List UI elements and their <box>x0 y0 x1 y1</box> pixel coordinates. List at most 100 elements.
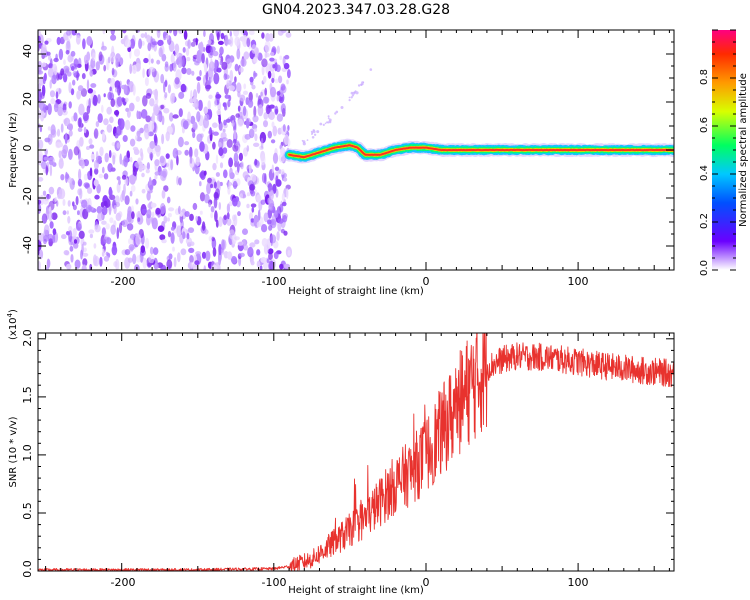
noise-blob <box>226 212 230 220</box>
noise-blob <box>261 58 268 68</box>
noise-blob <box>245 97 249 106</box>
noise-blob <box>169 30 172 34</box>
noise-blob <box>101 227 106 236</box>
noise-blob <box>42 75 46 85</box>
noise-blob <box>267 183 273 192</box>
noise-blob <box>229 36 234 47</box>
noise-blob <box>77 188 82 196</box>
noise-blob <box>89 167 93 177</box>
noise-blob <box>263 112 269 120</box>
noise-blob <box>149 184 154 191</box>
noise-blob <box>231 120 235 127</box>
noise-blob <box>275 179 282 187</box>
noise-blob <box>63 65 70 74</box>
noise-blob <box>124 38 132 49</box>
noise-blob <box>135 198 139 205</box>
noise-blob <box>269 86 277 98</box>
noise-blob <box>68 148 73 160</box>
noise-blob <box>96 183 101 194</box>
noise-blob <box>101 220 107 225</box>
noise-blob <box>234 36 240 47</box>
noise-blob <box>215 94 222 99</box>
noise-blob <box>199 141 205 152</box>
noise-blob <box>139 164 144 169</box>
noise-blob <box>219 46 224 55</box>
noise-blob <box>103 255 110 262</box>
noise-blob <box>102 131 105 141</box>
noise-blob <box>136 136 142 142</box>
colorbar-tick-label: 0.2 <box>699 213 710 229</box>
noise-blob <box>269 104 275 109</box>
noise-blob <box>50 129 57 138</box>
noise-blob <box>236 161 240 173</box>
noise-blob <box>113 261 118 268</box>
noise-blob <box>180 219 184 229</box>
noise-blob <box>107 163 113 173</box>
noise-blob <box>214 59 217 71</box>
noise-blob <box>213 72 220 85</box>
noise-blob <box>210 206 215 213</box>
noise-blob <box>83 126 87 134</box>
faint-branch-point <box>353 91 356 94</box>
noise-blob <box>51 63 58 72</box>
noise-blob <box>168 207 175 212</box>
noise-blob <box>160 73 165 84</box>
noise-blob <box>240 58 247 67</box>
noise-blob <box>94 168 99 175</box>
noise-blob <box>173 257 177 268</box>
noise-blob <box>56 128 61 137</box>
noise-blob <box>63 117 71 127</box>
noise-blob <box>215 154 219 165</box>
noise-blob <box>175 52 180 58</box>
noise-blob <box>142 68 145 78</box>
noise-blob <box>83 182 90 188</box>
noise-blob <box>145 168 150 174</box>
noise-blob <box>251 206 255 213</box>
noise-blob <box>154 262 159 270</box>
noise-blob <box>233 152 239 164</box>
noise-blob <box>38 176 44 182</box>
noise-blob <box>209 46 216 52</box>
noise-blob <box>81 73 86 80</box>
noise-blob <box>62 210 67 216</box>
noise-blob <box>201 221 206 231</box>
noise-blob <box>151 112 155 124</box>
spectrogram-ytick-label: 0 <box>21 145 34 152</box>
noise-blob <box>65 50 70 55</box>
noise-blob <box>203 170 207 176</box>
noise-blob <box>246 203 250 209</box>
noise-blob <box>256 260 261 268</box>
faint-branch-point <box>327 115 330 118</box>
noise-blob <box>67 176 72 184</box>
faint-branch-point <box>360 83 363 86</box>
noise-blob <box>223 119 227 126</box>
noise-blob <box>257 209 261 221</box>
noise-blob <box>151 211 155 219</box>
noise-blob <box>130 205 134 213</box>
noise-blob <box>177 252 181 263</box>
noise-blob <box>195 156 200 167</box>
noise-blob <box>270 139 276 144</box>
noise-blob <box>274 210 279 219</box>
noise-blob <box>204 193 210 204</box>
noise-blob <box>133 148 140 155</box>
noise-blob <box>261 32 265 39</box>
noise-blob <box>283 62 290 70</box>
snr-frame <box>37 332 675 572</box>
noise-blob <box>93 179 99 187</box>
noise-blob <box>39 109 45 122</box>
noise-blob <box>285 188 289 200</box>
noise-blob <box>251 84 256 90</box>
noise-blob <box>210 76 213 83</box>
noise-blob <box>207 177 213 184</box>
faint-branch-point <box>351 94 355 97</box>
noise-blob <box>124 119 131 131</box>
noise-blob <box>75 223 82 232</box>
noise-blob <box>215 219 219 228</box>
noise-blob <box>253 127 258 132</box>
snr-xtick-label: 0 <box>423 576 430 589</box>
noise-blob <box>165 131 170 142</box>
noise-blob <box>41 213 48 224</box>
noise-blob <box>214 210 218 222</box>
noise-blob <box>262 96 270 104</box>
